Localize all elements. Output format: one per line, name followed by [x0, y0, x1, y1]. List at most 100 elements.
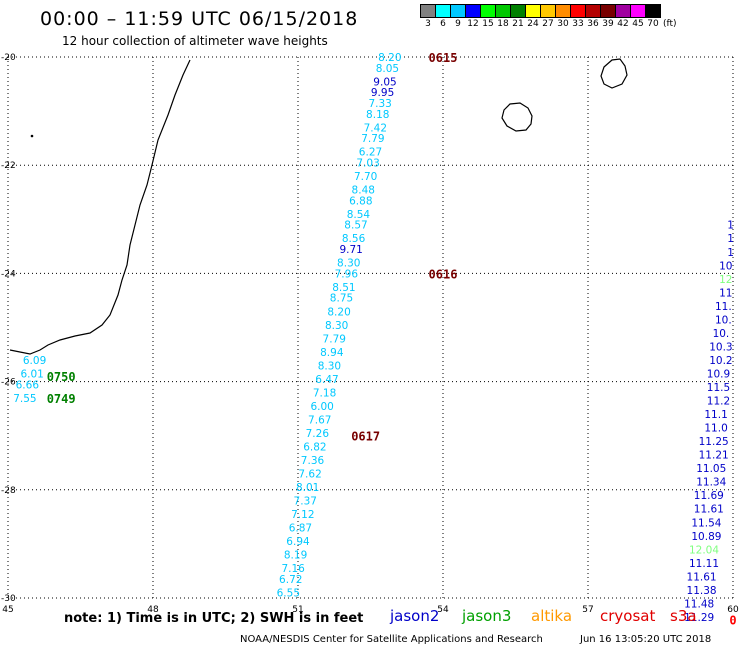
madagascar-coastline [9, 59, 191, 355]
pass-time-label: 0615 [429, 51, 458, 65]
satellite-label: s3a [670, 607, 697, 625]
wave-height-value: 10. [713, 328, 730, 340]
wave-height-value: 11 [719, 287, 732, 299]
wave-height-value: 6.01 [20, 368, 43, 380]
wave-height-value: 7.16 [281, 563, 305, 575]
wave-height-value: 8.05 [376, 63, 399, 75]
legend-label: 24 [527, 19, 539, 29]
small-island [30, 134, 34, 138]
pass-time-label: 0617 [351, 430, 380, 444]
wave-height-value: 11.2 [707, 396, 730, 408]
wave-height-value: 8.19 [284, 550, 307, 562]
legend-label: 30 [557, 19, 569, 29]
wave-height-value: 8.20 [327, 306, 350, 318]
legend-label: 18 [497, 19, 509, 29]
legend-label: 42 [617, 19, 629, 29]
latitude-tick-label: -30 [1, 594, 16, 604]
legend-swatches [420, 4, 661, 18]
pass-time-label: 0749 [47, 392, 76, 406]
satellite-label: cryosat [600, 607, 656, 625]
wave-height-value: 8.57 [344, 220, 367, 232]
satellite-label: jason3 [462, 607, 512, 625]
wave-height-value: 6.09 [23, 355, 46, 367]
wave-height-value: 11.1 [704, 409, 727, 421]
satellite-label: jason2 [390, 607, 440, 625]
wave-height-value: 8.01 [296, 482, 319, 494]
wave-height-value: 8.30 [325, 320, 348, 332]
pass-time-label: 0750 [47, 370, 76, 384]
pass-time-label: 0616 [429, 267, 458, 281]
latitude-tick-label: -20 [1, 53, 16, 63]
wave-height-value: 11.05 [696, 463, 726, 475]
wave-height-value: 7.18 [313, 387, 336, 399]
wave-height-value: 11.38 [687, 585, 717, 597]
wave-height-value: 8.20 [378, 52, 401, 64]
page-title: 00:00 – 11:59 UTC 06/15/2018 [40, 8, 359, 30]
legend-label: 12 [467, 19, 479, 29]
credit-line: NOAA/NESDIS Center for Satellite Applica… [240, 634, 543, 645]
wave-height-value: 6.82 [303, 442, 326, 454]
wave-height-value: 6.87 [289, 523, 312, 535]
wave-height-value: 11. [715, 301, 732, 313]
wave-height-value: 7.12 [291, 509, 314, 521]
wave-height-value: 12 [719, 274, 732, 286]
wave-height-value: 1 [727, 220, 734, 232]
wave-height-value: 7.33 [368, 98, 391, 110]
axis-ticks: 45 48 51 54 57 60 -20 -22 -24 -26 -28 -30 [1, 53, 739, 615]
wave-height-value: 11.48 [684, 598, 714, 610]
wave-height-value: 8.94 [320, 347, 344, 359]
longitude-tick-label: 54 [437, 605, 449, 615]
legend-label: 39 [602, 19, 614, 29]
wave-height-value: 8.75 [330, 293, 353, 305]
wave-height-value: 11.69 [694, 490, 724, 502]
legend-labels: 3 6 9 12 15 18 21 24 27 30 33 36 39 42 45 70 (ft) [421, 18, 676, 30]
page-subtitle: 12 hour collection of altimeter wave hei… [62, 34, 328, 48]
wave-height-value: 7.37 [294, 496, 317, 508]
wave-height-value: 7.79 [323, 333, 346, 345]
wave-height-value: 11.29 [684, 612, 714, 624]
legend-swatch [645, 4, 661, 18]
legend-label: 6 [440, 19, 446, 29]
legend-label: 21 [512, 19, 524, 29]
wave-height-value: 7.36 [301, 455, 325, 467]
wave-height-value: 11.21 [699, 450, 729, 462]
wave-height-value: 10. [715, 314, 732, 326]
wave-height-value: 1 [727, 233, 734, 245]
wave-height-value: 7.62 [298, 469, 321, 481]
wave-height-value: 11.0 [704, 423, 727, 435]
wave-height-value: 6.00 [310, 401, 333, 413]
wave-height-value: 11.34 [696, 477, 726, 489]
wave-height-value: 11.54 [691, 517, 721, 529]
wave-height-value: 7.03 [356, 157, 379, 169]
wave-height-value: 6.27 [359, 147, 382, 159]
coastlines [9, 58, 628, 355]
wave-height-value: 11.11 [689, 558, 719, 570]
wave-height-value: 12.04 [689, 544, 719, 556]
wave-height-value: 8.30 [337, 258, 360, 270]
wave-height-value: 11.25 [699, 436, 729, 448]
map-grid [7, 56, 734, 599]
wave-height-value: 8.54 [347, 209, 371, 221]
wave-height-value: 6.88 [349, 195, 372, 207]
wave-height-value: 6.66 [16, 379, 40, 391]
reunion-island [501, 102, 533, 132]
generation-timestamp: Jun 16 13:05:20 UTC 2018 [580, 634, 712, 645]
mauritius-island [600, 58, 628, 89]
legend-label: 9 [455, 19, 461, 29]
wave-height-value: 8.30 [318, 360, 341, 372]
latitude-tick-label: -24 [1, 269, 16, 279]
legend-label: 33 [572, 19, 584, 29]
wave-height-value: 6.94 [286, 536, 310, 548]
legend-label: 45 [632, 19, 644, 29]
legend-label: 36 [587, 19, 599, 29]
latitude-tick-label: -22 [1, 161, 16, 171]
legend-label: 3 [425, 19, 431, 29]
legend-label: 70 [647, 19, 659, 29]
wave-height-value: 6.55 [277, 588, 300, 600]
wave-height-value: 10.3 [709, 341, 732, 353]
wave-height-value: 10.9 [707, 368, 730, 380]
wave-height-value: 7.26 [306, 428, 330, 440]
wave-height-value: 6.72 [279, 574, 302, 586]
pass-time-label: 0 [729, 614, 736, 628]
